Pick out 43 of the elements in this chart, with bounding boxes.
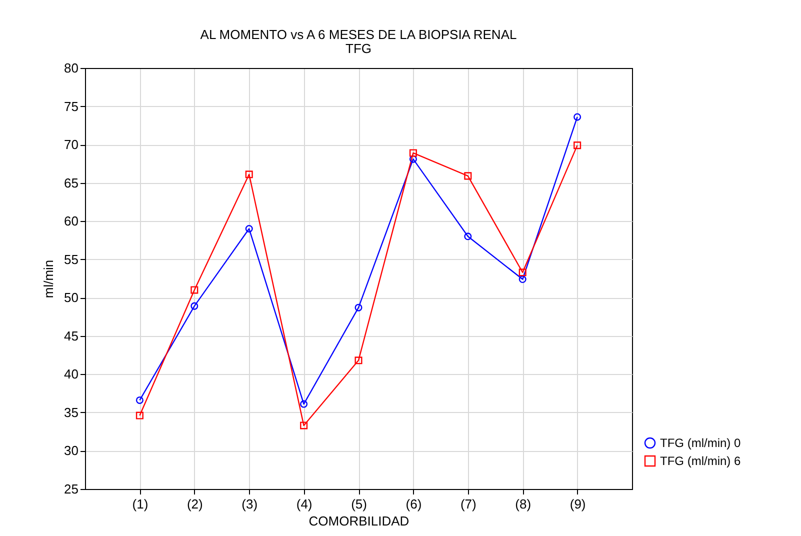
point [300, 400, 308, 408]
x-axis-title: COMORBILIDAD [308, 514, 410, 528]
point [190, 286, 198, 294]
x-tick-label: (2) [186, 496, 203, 512]
point [518, 268, 526, 276]
x-tick-label: (8) [515, 496, 532, 512]
y-tick-label: 70 [64, 137, 78, 152]
point [354, 304, 362, 312]
point [464, 232, 472, 240]
y-axis-title: ml/min [41, 260, 56, 298]
chart-subtitle: TFG [346, 41, 372, 56]
y-tick-label: 65 [64, 175, 78, 190]
y-tick-label: 60 [64, 214, 78, 229]
y-tick-label: 35 [64, 404, 78, 420]
point [409, 155, 417, 163]
y-tick-label: 50 [64, 290, 78, 306]
y-tick-label: 55 [64, 252, 78, 267]
point [574, 142, 582, 150]
y-tick-label: 80 [64, 60, 78, 76]
x-tick-label: (3) [242, 496, 258, 512]
point [409, 149, 417, 157]
x-tick-label: (1) [132, 496, 148, 512]
x-tick-label: (6) [406, 496, 422, 512]
x-tick-label: (9) [570, 496, 586, 512]
point [300, 422, 308, 430]
x-tick-label: (7) [460, 496, 476, 512]
y-tick-label: 25 [64, 482, 78, 496]
x-tick-label: (5) [351, 496, 367, 512]
chart-title: AL MOMENTO vs A 6 MESES DE LA BIOPSIA RENAL [200, 27, 517, 42]
point [136, 412, 144, 420]
legend-label: TFG (ml/min) 6 [660, 454, 741, 468]
y-tick-label: 75 [64, 98, 78, 114]
point [245, 170, 253, 178]
y-tick-label: 45 [64, 328, 78, 344]
point [464, 172, 472, 180]
point [190, 302, 198, 310]
point [354, 356, 362, 364]
point [518, 276, 526, 284]
point [245, 224, 253, 232]
y-tick-label: 40 [64, 366, 78, 382]
legend-label: TFG (ml/min) 0 [660, 436, 741, 450]
y-tick-label: 30 [64, 443, 78, 458]
x-tick-label: (4) [296, 496, 312, 512]
